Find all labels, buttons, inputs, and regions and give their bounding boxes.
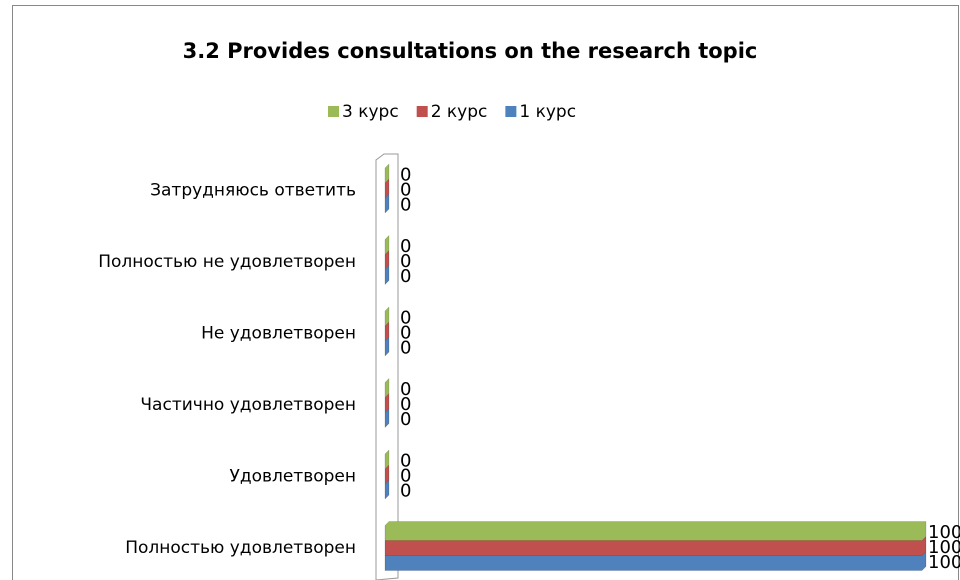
- data-label: 100: [928, 537, 960, 558]
- data-label: 0: [400, 251, 411, 272]
- y-tick-label: Не удовлетворен: [201, 324, 356, 344]
- y-tick-label: Затрудняюсь ответить: [150, 181, 356, 201]
- data-label: 0: [400, 323, 411, 344]
- y-tick-label: Полностью не удовлетворен: [98, 252, 356, 272]
- bar: [384, 306, 390, 327]
- bar: [384, 163, 390, 184]
- data-label: 0: [400, 481, 411, 502]
- bar: [384, 521, 927, 541]
- data-label: 0: [400, 466, 411, 487]
- data-label: 0: [400, 180, 411, 201]
- y-tick-label: Полностью удовлетворен: [125, 538, 356, 558]
- y-tick-label: Частично удовлетворен: [140, 395, 356, 415]
- data-label: 100: [928, 522, 960, 543]
- data-label: 0: [400, 236, 411, 257]
- data-label: 0: [400, 451, 411, 472]
- legend-label: 2 курс: [431, 102, 488, 122]
- data-label: 0: [400, 394, 411, 415]
- data-label: 0: [400, 379, 411, 400]
- data-label: 0: [400, 195, 411, 216]
- bar: [384, 377, 390, 399]
- data-label: 0: [400, 308, 411, 329]
- data-label: 0: [400, 165, 411, 186]
- data-label: 100: [928, 552, 960, 573]
- plot-wall: [375, 153, 399, 580]
- bar: [384, 449, 390, 470]
- bar: [384, 234, 390, 256]
- chart-title: 3.2 Provides consultations on the resear…: [183, 39, 758, 63]
- data-label: 0: [400, 409, 411, 430]
- legend-swatch: [328, 106, 339, 117]
- chart-border: [12, 5, 959, 580]
- legend-label: 3 курс: [342, 102, 399, 122]
- y-tick-label: Удовлетворен: [229, 467, 356, 487]
- data-label: 0: [400, 266, 411, 287]
- legend-swatch: [505, 106, 517, 117]
- legend-label: 1 курс: [519, 102, 576, 122]
- legend-swatch: [416, 106, 428, 117]
- data-label: 0: [400, 338, 411, 359]
